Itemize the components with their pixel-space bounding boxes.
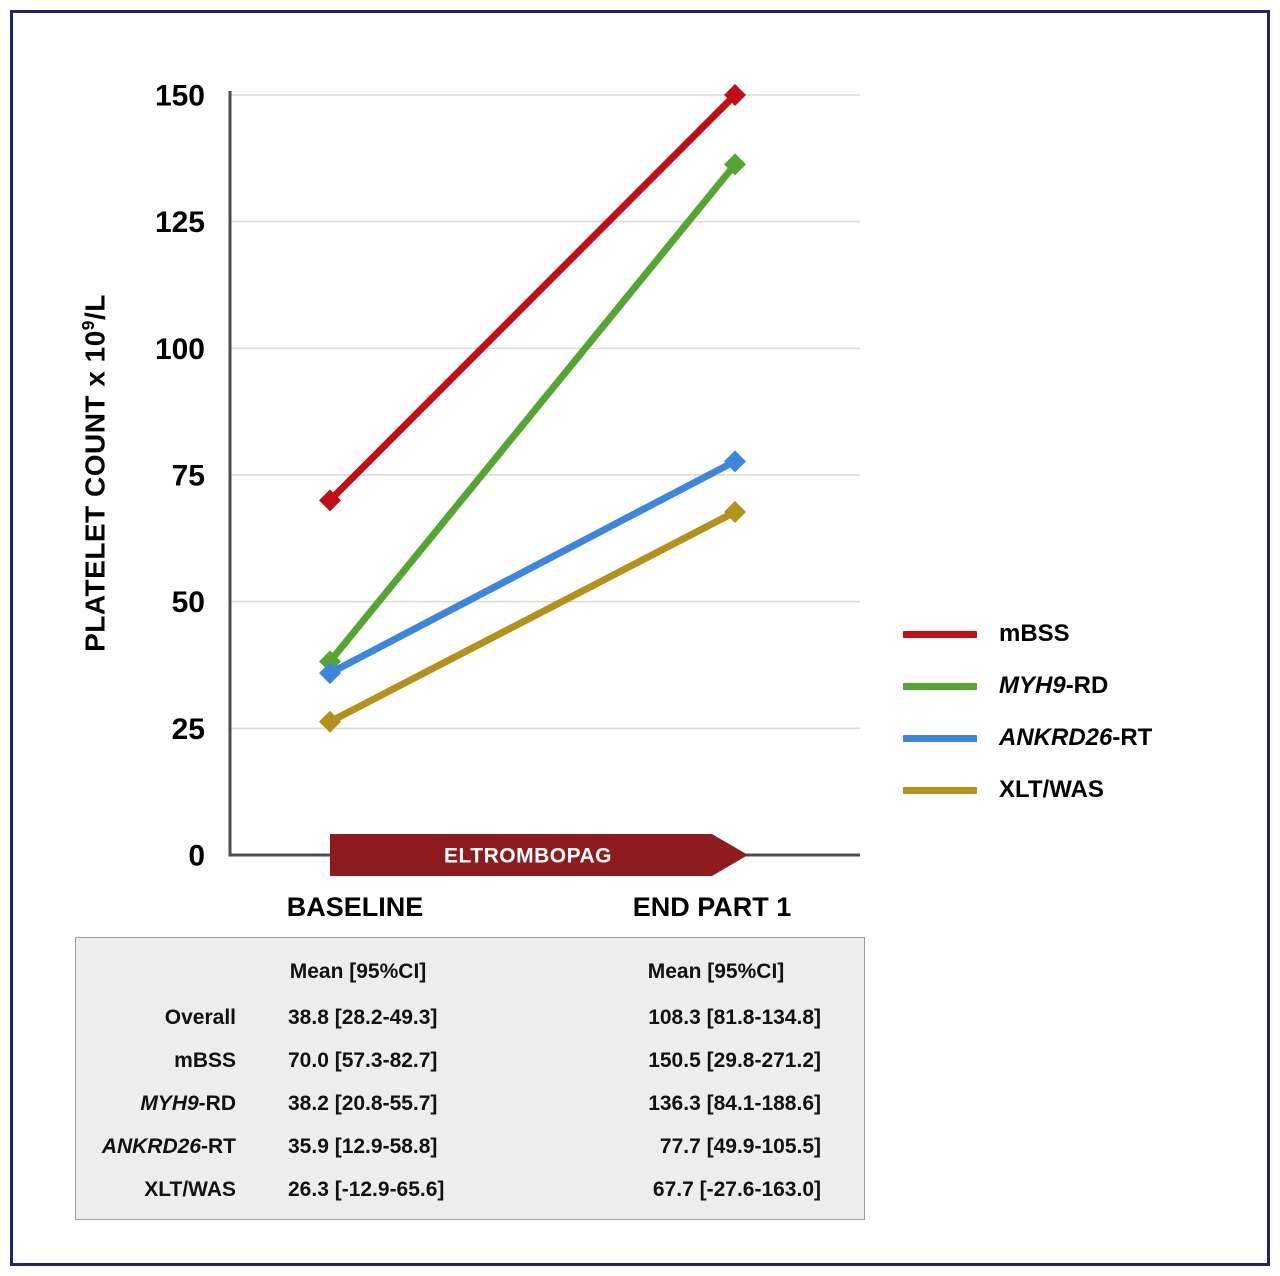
legend-label-italic: MYH9	[999, 672, 1066, 699]
table-row-label-text: -RT	[201, 1134, 236, 1158]
y-tick-label: 25	[172, 713, 205, 746]
table-row-label-italic: ANKRD26	[101, 1134, 201, 1158]
series-marker-XLT/WAS	[319, 710, 341, 733]
legend-item-myh9-rd: MYH9-RD	[903, 660, 1152, 712]
series-marker-ANKRD26-RT	[319, 662, 341, 685]
y-tick-label: 125	[155, 206, 205, 239]
treatment-banner: ELTROMBOPAG	[330, 834, 748, 876]
series-marker-MYH9-RD	[724, 153, 746, 176]
table-row-label-myh9-rd: MYH9 -RD	[76, 1082, 236, 1125]
data-series	[319, 84, 746, 733]
axes	[228, 91, 860, 857]
legend-line-swatch	[903, 630, 977, 638]
table-cell-baseline: 38.2 [20.8-55.7]	[288, 1091, 438, 1115]
table-cell-baseline: 70.0 [57.3-82.7]	[288, 1048, 438, 1072]
y-tick-label: 150	[155, 80, 205, 113]
table-row-label-mbss: mBSS	[76, 1039, 236, 1082]
y-axis-title-text: PLATELET COUNT x 10	[79, 330, 111, 652]
gridlines	[230, 94, 860, 730]
legend-label: mBSS	[999, 620, 1070, 648]
summary-table: Mean [95%CI] Mean [95%CI] Overall 38.8 […	[75, 937, 865, 1220]
legend-label-rest: -RT	[1112, 724, 1153, 751]
legend-line-swatch	[903, 734, 977, 742]
table-cell-end: 77.7 [49.9-105.5]	[659, 1134, 821, 1158]
legend-item-xlt-was: XLT/WAS	[903, 764, 1152, 816]
table-cell-end: 150.5 [29.8-271.2]	[648, 1048, 821, 1072]
legend-label: MYH9-RD	[999, 672, 1108, 700]
series-line-MYH9-RD	[326, 160, 739, 665]
table-row-label-overall: Overall	[76, 996, 236, 1039]
legend-label: XLT/WAS	[999, 776, 1104, 804]
table-cell-baseline: 26.3 [-12.9-65.6]	[288, 1177, 445, 1201]
treatment-banner-arrow	[330, 834, 748, 876]
series-marker-mBSS	[319, 489, 341, 512]
legend-label-italic: ANKRD26	[999, 724, 1113, 751]
y-axis-title-unit: /L	[79, 294, 111, 321]
table-header-baseline-mean: Mean [95%CI]	[289, 960, 427, 983]
series-marker-ANKRD26-RT	[724, 450, 746, 473]
series-line-mBSS	[326, 91, 739, 504]
series-marker-mBSS	[724, 84, 746, 106]
series-line-XLT/WAS	[326, 508, 739, 726]
y-axis-title: PLATELET COUNT x 109/L	[78, 83, 122, 863]
table-cell-end: 136.3 [84.1-188.6]	[648, 1091, 821, 1115]
table-row-label-text: Overall	[164, 1005, 236, 1029]
legend-label-rest: -RD	[1065, 672, 1109, 699]
x-label-end-part-1: END PART 1	[632, 892, 792, 922]
y-axis-title-superscript: 9	[78, 320, 98, 331]
table-cell-baseline: 38.8 [28.2-49.3]	[288, 1005, 438, 1029]
legend: mBSS MYH9-RD ANKRD26-RT XLT/WAS	[903, 608, 1152, 816]
legend-item-mbss: mBSS	[903, 608, 1152, 660]
table-row-label-text: mBSS	[174, 1048, 236, 1072]
legend-label-rest: mBSS	[999, 620, 1070, 647]
legend-line-swatch	[903, 786, 977, 794]
treatment-banner-label: ELTROMBOPAG	[444, 845, 612, 868]
table-row-label-text: -RD	[198, 1091, 236, 1115]
y-tick-label: 100	[155, 333, 205, 366]
y-tick-label: 0	[188, 840, 205, 873]
table-row-label-text: XLT/WAS	[144, 1177, 236, 1201]
table-cell-end: 67.7 [-27.6-163.0]	[652, 1177, 821, 1201]
series-line-ANKRD26-RT	[326, 457, 739, 677]
table-cell-baseline: 35.9 [12.9-58.8]	[288, 1134, 438, 1158]
table-cell-end: 108.3 [81.8-134.8]	[648, 1005, 821, 1029]
legend-label-rest: XLT/WAS	[999, 776, 1104, 803]
table-row-label-italic: MYH9	[140, 1091, 199, 1115]
series-marker-XLT/WAS	[724, 500, 746, 523]
legend-label: ANKRD26-RT	[999, 724, 1152, 752]
x-label-baseline: BASELINE	[286, 892, 424, 922]
table-row-label-xlt-was: XLT/WAS	[76, 1168, 236, 1211]
legend-item-ankrd26-rt: ANKRD26-RT	[903, 712, 1152, 764]
y-tick-label: 50	[172, 586, 205, 619]
y-tick-label: 75	[172, 460, 205, 493]
y-tick-labels: 0 25 50 75 100 125 150	[155, 80, 205, 873]
table-row-label-ankrd26-rt: ANKRD26 -RT	[76, 1125, 236, 1168]
table-header-end-mean: Mean [95%CI]	[647, 960, 785, 983]
legend-line-swatch	[903, 682, 977, 690]
